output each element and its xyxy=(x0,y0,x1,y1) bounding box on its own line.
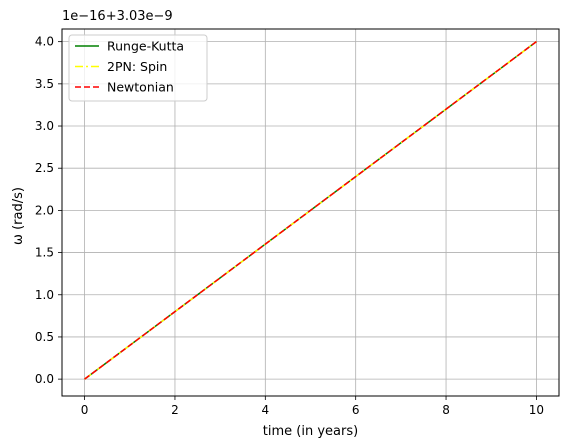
y-tick-label: 0.5 xyxy=(35,330,54,344)
series-layer xyxy=(84,41,537,380)
y-tick-label: 0.0 xyxy=(35,372,54,386)
y-tick-label: 2.5 xyxy=(35,161,54,175)
y-tick-label: 1.0 xyxy=(35,288,54,302)
legend-label: Runge-Kutta xyxy=(107,39,184,54)
ticks: 0 2 4 6 8 10 0.0 0.5 1.0 1.5 2.0 2.5 3.0 3.5 4.0 xyxy=(35,35,544,417)
plot-frame xyxy=(61,28,560,397)
y-tick-label: 2.0 xyxy=(35,203,54,217)
x-tick-label: 10 xyxy=(529,403,544,417)
y-tick-label: 3.0 xyxy=(35,119,54,133)
x-tick-label: 6 xyxy=(352,403,360,417)
x-tick-label: 4 xyxy=(261,403,269,417)
x-axis-label: time (in years) xyxy=(263,424,358,439)
x-tick-label: 2 xyxy=(171,403,179,417)
y-tick-label: 1.5 xyxy=(35,246,54,260)
series-line-newtonian xyxy=(84,41,537,380)
legend-label: Newtonian xyxy=(107,80,174,95)
legend: Runge-Kutta 2PN: Spin Newtonian xyxy=(68,34,208,102)
x-tick-label: 0 xyxy=(81,403,89,417)
legend-box xyxy=(68,34,208,102)
y-axis-label: ω (rad/s) xyxy=(11,187,26,245)
legend-label: 2PN: Spin xyxy=(107,59,167,74)
x-tick-label: 8 xyxy=(442,403,450,417)
y-tick-label: 3.5 xyxy=(35,77,54,91)
y-tick-label: 4.0 xyxy=(35,35,54,49)
offset-text: 1e−16+3.03e−9 xyxy=(62,9,173,24)
